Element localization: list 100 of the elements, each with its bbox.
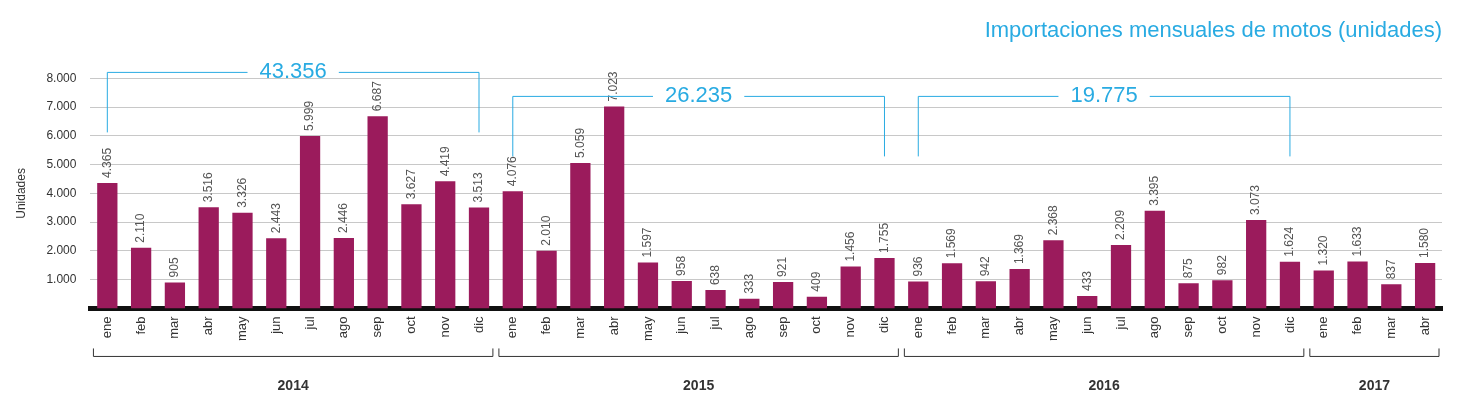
x-tick-label: ago (335, 316, 351, 339)
x-tick-label: may (639, 315, 655, 341)
x-tick-label: jul (707, 316, 723, 331)
x-tick-label: jun (267, 316, 283, 335)
bar (840, 266, 861, 309)
bar (1144, 210, 1165, 309)
data-label: 6.687 (369, 80, 384, 112)
y-tick-label: 6.000 (46, 128, 77, 143)
x-tick-label: dic (470, 315, 486, 334)
bar (806, 296, 828, 309)
x-tick-label: ene (909, 316, 925, 339)
x-tick-label: abr (1011, 315, 1027, 336)
data-label: 982 (1214, 254, 1229, 276)
data-label: 4.365 (99, 147, 114, 178)
annotation: 19.775 (1070, 82, 1138, 108)
bar (198, 207, 219, 309)
data-label: 2.368 (1045, 204, 1060, 236)
data-label: 3.395 (1147, 175, 1162, 206)
bar (941, 263, 963, 309)
data-label: 433 (1079, 270, 1094, 291)
bar (164, 282, 186, 309)
x-tick-label: may (1045, 315, 1060, 341)
data-label: 1.320 (1316, 235, 1331, 266)
chart-title: Importaciones mensuales de motos (unidades) (984, 17, 1442, 43)
x-tick-label: sep (774, 316, 790, 338)
data-label: 3.516 (201, 171, 215, 203)
x-tick-label: nov (842, 315, 858, 338)
x-tick-label: ene (1315, 316, 1331, 339)
data-label: 1.569 (944, 227, 959, 259)
x-tick-label: feb (943, 316, 959, 335)
x-tick-label: mar (571, 315, 587, 339)
x-tick-label: sep (1180, 316, 1196, 338)
bar (739, 298, 760, 309)
data-label: 1.755 (876, 222, 891, 253)
data-label: 2.010 (538, 215, 553, 246)
data-label: 1.597 (640, 227, 655, 258)
bar (97, 182, 118, 309)
data-label: 3.326 (234, 177, 249, 208)
bar (1414, 263, 1436, 309)
data-label: 1.369 (1011, 233, 1026, 265)
x-tick-label: oct (1213, 316, 1229, 334)
text: 2017 (1358, 377, 1391, 394)
data-label: 875 (1180, 257, 1195, 279)
x-tick-label: mar (166, 315, 182, 339)
data-label: 905 (167, 257, 182, 278)
y-tick-label: 5.000 (46, 156, 77, 171)
x-tick-label: abr (605, 315, 621, 336)
bar (908, 281, 929, 309)
y-tick-label: 8.000 (46, 70, 77, 85)
x-tick-label: ene (504, 316, 520, 339)
bar (1110, 244, 1132, 309)
x-tick-label: dic (1281, 315, 1297, 334)
bar (1178, 283, 1199, 309)
bar (1043, 240, 1064, 309)
bar (975, 281, 996, 309)
bar (266, 238, 287, 309)
x-tick-label: ene (98, 316, 114, 339)
bar (637, 262, 659, 309)
y-tick-label: 4.000 (46, 185, 77, 200)
y-tick-label: 7.000 (46, 99, 77, 114)
x-tick-label: jun (1078, 316, 1094, 335)
data-label: 1.456 (843, 231, 857, 262)
bar (1313, 270, 1334, 309)
data-label: 4.076 (505, 155, 520, 187)
x-tick-label: feb (538, 316, 554, 335)
bar (1009, 269, 1030, 309)
data-label: 4.419 (437, 146, 452, 177)
x-tick-label: jun (673, 316, 689, 335)
x-tick-label: nov (436, 315, 452, 338)
data-label: 1.624 (1282, 226, 1297, 257)
data-label: 333 (741, 273, 756, 294)
bar (333, 238, 354, 309)
y-tick-label: 1.000 (46, 272, 77, 286)
x-tick-label: mar (977, 315, 993, 339)
x-tick-label: mar (1382, 315, 1398, 339)
bar (435, 181, 456, 309)
bar (1381, 284, 1402, 309)
bar (130, 247, 152, 309)
data-label: 638 (707, 264, 722, 286)
y-tick-label: 3.000 (46, 214, 77, 229)
data-label: 409 (809, 271, 824, 292)
data-label: 3.513 (471, 172, 486, 203)
x-tick-label: jul (301, 316, 317, 331)
data-label: 2.110 (133, 213, 148, 243)
x-tick-label: abr (1416, 315, 1432, 336)
text: 2014 (277, 377, 309, 394)
y-axis-title: Unidades (13, 168, 28, 219)
bar (705, 290, 726, 309)
x-tick-label: oct (403, 316, 419, 334)
data-label: 942 (978, 256, 993, 277)
text: 2016 (1088, 377, 1120, 394)
annotation: 43.356 (259, 58, 327, 84)
bar (604, 106, 625, 309)
data-label: 5.999 (302, 100, 317, 131)
bar (772, 281, 794, 309)
x-tick-label: feb (1349, 316, 1365, 335)
bar (570, 162, 591, 309)
data-label: 3.627 (403, 168, 418, 200)
bar (502, 191, 523, 309)
bar (874, 257, 895, 309)
